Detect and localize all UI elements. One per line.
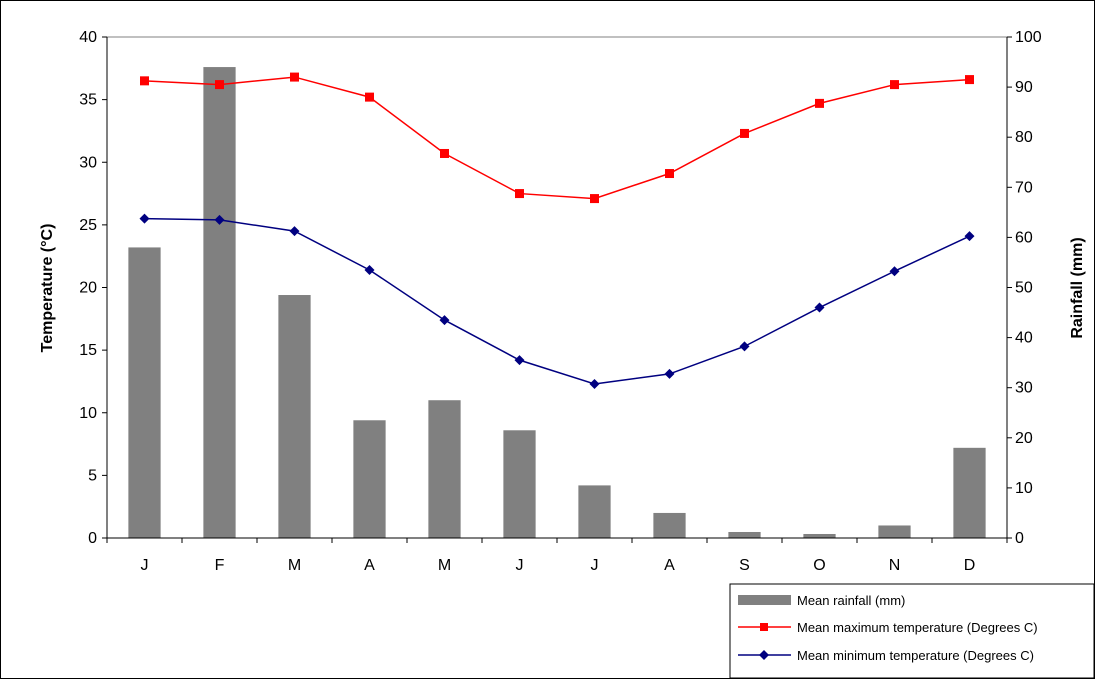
x-tick-label: D: [964, 557, 976, 574]
min-temp-point: [514, 355, 525, 366]
left-tick-label: 5: [88, 467, 97, 484]
x-tick-label: J: [141, 557, 149, 574]
rainfall-bar: [803, 533, 836, 538]
min-temp-point: [439, 315, 450, 326]
right-tick-label: 10: [1015, 480, 1033, 497]
min-temp-line: [144, 217, 970, 385]
right-tick-label: 90: [1015, 79, 1033, 96]
x-tick-label: N: [889, 557, 901, 574]
max-temp-point: [965, 75, 974, 85]
x-tick-label: A: [664, 557, 675, 574]
rainfall-bar: [428, 400, 461, 538]
max-temp-point: [740, 128, 749, 138]
x-tick-label: M: [288, 557, 301, 574]
legend-marker-min-temp: [759, 650, 769, 660]
legend: Mean rainfall (mm) Mean maximum temperat…: [729, 583, 1095, 679]
rainfall-bar: [503, 430, 536, 538]
right-tick-label: 80: [1015, 129, 1033, 146]
legend-marker-max-temp: [760, 623, 768, 631]
left-tick-label: 15: [79, 342, 97, 359]
left-axis-title: Temperature (°C): [39, 224, 56, 353]
min-temp-point: [664, 368, 675, 379]
left-tick-label: 20: [79, 280, 97, 297]
left-tick-label: 35: [79, 92, 97, 109]
min-temp-point: [964, 231, 975, 242]
min-temp-point: [289, 226, 300, 237]
rainfall-bar: [278, 295, 311, 538]
right-tick-label: 70: [1015, 179, 1033, 196]
max-temp-point: [665, 169, 674, 179]
max-temp-point: [215, 80, 224, 90]
x-tick-label: S: [739, 557, 750, 574]
max-temp-point: [590, 194, 599, 204]
legend-swatch-rainfall: [738, 595, 791, 605]
legend-label-max-temp: Mean maximum temperature (Degrees C): [797, 620, 1038, 635]
max-temp-point: [290, 72, 299, 82]
legend-label-min-temp: Mean minimum temperature (Degrees C): [797, 648, 1034, 663]
rainfall-bar: [878, 525, 911, 538]
max-temp-point: [515, 189, 524, 199]
left-tick-label: 0: [88, 530, 97, 547]
max-temp-point: [365, 92, 374, 102]
left-tick-label: 10: [79, 405, 97, 422]
x-tick-label: F: [215, 557, 225, 574]
rainfall-bar: [953, 447, 986, 538]
plot-area: [106, 36, 1008, 539]
x-tick-label: O: [813, 557, 825, 574]
right-tick-label: 50: [1015, 280, 1033, 297]
rainfall-bar: [128, 247, 161, 539]
x-tick-label: J: [591, 557, 599, 574]
max-temp-point: [140, 76, 149, 86]
rainfall-bar: [203, 67, 236, 538]
min-temp-point: [889, 266, 900, 277]
left-tick-label: 25: [79, 217, 97, 234]
left-tick-label: 30: [79, 154, 97, 171]
x-tick-label: M: [438, 557, 451, 574]
right-tick-label: 0: [1015, 530, 1024, 547]
rainfall-bar: [578, 485, 611, 538]
right-tick-label: 100: [1015, 29, 1042, 46]
right-tick-label: 20: [1015, 430, 1033, 447]
min-temp-point: [214, 214, 225, 225]
left-tick-label: 40: [79, 29, 97, 46]
rainfall-bar: [653, 512, 686, 538]
legend-label-rainfall: Mean rainfall (mm): [797, 593, 905, 608]
max-temp-line: [144, 76, 970, 200]
min-temp-point: [814, 302, 825, 313]
temperature-lines: [139, 72, 975, 389]
plot-border: [106, 36, 1008, 539]
right-tick-label: 60: [1015, 229, 1033, 246]
max-temp-point: [815, 98, 824, 108]
min-temp-point: [739, 341, 750, 352]
min-temp-point: [589, 378, 600, 389]
max-temp-point: [890, 80, 899, 90]
x-tick-label: A: [364, 557, 375, 574]
right-tick-label: 30: [1015, 380, 1033, 397]
max-temp-point: [440, 148, 449, 158]
rainfall-bars: [128, 67, 986, 539]
rainfall-bar: [353, 420, 386, 538]
min-temp-point: [364, 264, 375, 275]
right-tick-label: 40: [1015, 330, 1033, 347]
right-axis-title: Rainfall (mm): [1069, 237, 1086, 338]
axes: 0 5 10 15 20 25 30 35 40 0 10 20 30 40 50 60 70 80 90 100 J F…: [79, 29, 1042, 574]
rainfall-bar: [728, 531, 761, 538]
min-temp-point: [139, 213, 150, 224]
x-tick-label: J: [516, 557, 524, 574]
